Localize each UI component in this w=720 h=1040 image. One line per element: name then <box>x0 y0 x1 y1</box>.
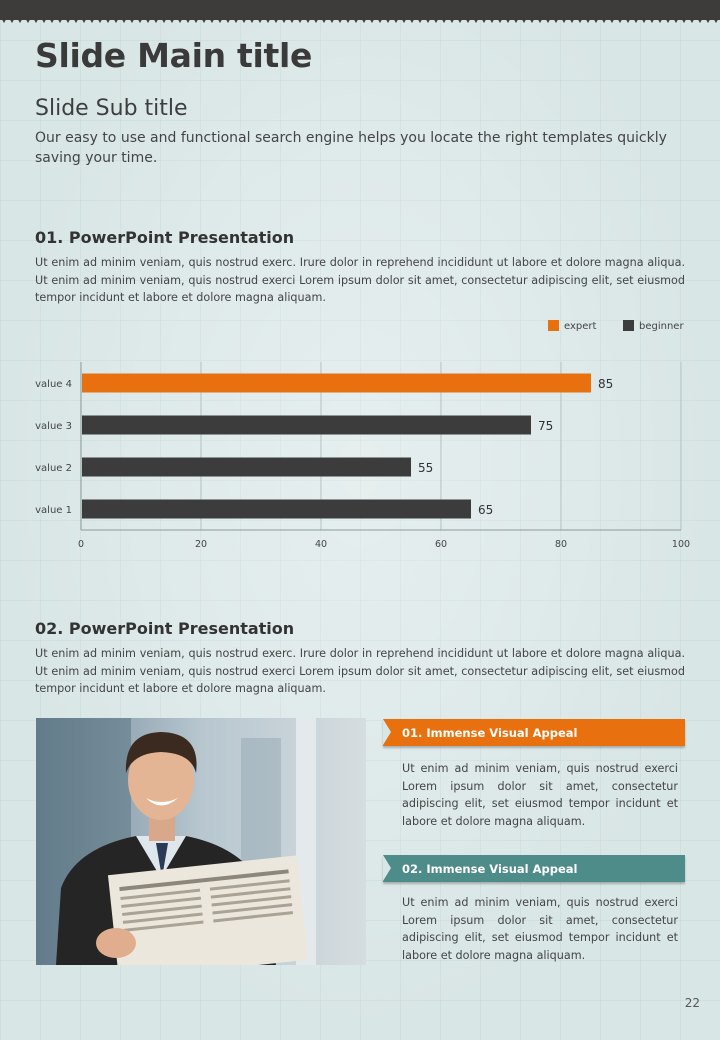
page-title: Slide Main title <box>35 36 313 75</box>
banner-notch <box>383 855 391 881</box>
section-2-body: Ut enim ad minim veniam, quis nostrud ex… <box>35 647 685 695</box>
feature-text-1: Ut enim ad minim veniam, quis nostrud ex… <box>402 762 678 828</box>
bar-chart: 0 20 40 60 80 100 65 value 1 55 value 2 75 value 3 8… <box>35 362 690 550</box>
feature-text-2: Ut enim ad minim veniam, quis nostrud ex… <box>402 896 678 962</box>
y-category-label: value 4 <box>35 379 72 390</box>
page-subtitle: Slide Sub title <box>35 96 188 121</box>
bar-value-4 <box>82 373 591 393</box>
bar-data-label: 75 <box>538 419 553 433</box>
man-reading-newspaper-photo <box>36 718 366 965</box>
intro-text: Our easy to use and functional search en… <box>35 130 667 166</box>
legend-item-expert: expert <box>548 320 596 332</box>
legend-swatch-expert <box>548 320 559 331</box>
y-category-label: value 3 <box>35 421 72 432</box>
x-tick-label: 100 <box>672 539 690 550</box>
bar-value-3 <box>82 415 531 435</box>
x-tick-label: 20 <box>195 539 207 550</box>
top-zigzag-edge <box>0 16 720 23</box>
page-number: 22 <box>684 996 700 1010</box>
section-1-heading: 01. PowerPoint Presentation <box>35 228 295 247</box>
y-category-label: value 2 <box>35 463 72 474</box>
legend-item-beginner: beginner <box>623 320 684 332</box>
bar-value-2 <box>82 457 411 477</box>
bar-data-label: 85 <box>598 377 613 391</box>
legend-label-beginner: beginner <box>639 321 684 332</box>
x-tick-label: 0 <box>78 539 84 550</box>
feature-title-1: 01. Immense Visual Appeal <box>402 726 578 740</box>
section-2-heading: 02. PowerPoint Presentation <box>35 619 295 638</box>
feature-banner-2: 02. Immense Visual Appeal <box>383 855 685 882</box>
bar-data-label: 55 <box>418 461 433 475</box>
bar-value-1 <box>82 499 471 519</box>
section-1-body: Ut enim ad minim veniam, quis nostrud ex… <box>35 256 685 304</box>
legend-swatch-beginner <box>623 320 634 331</box>
top-band <box>0 0 720 20</box>
x-tick-label: 60 <box>435 539 447 550</box>
x-tick-label: 80 <box>555 539 567 550</box>
x-tick-label: 40 <box>315 539 327 550</box>
y-category-label: value 1 <box>35 505 72 516</box>
feature-title-2: 02. Immense Visual Appeal <box>402 862 578 876</box>
banner-notch <box>383 719 391 745</box>
bar-data-label: 65 <box>478 503 493 517</box>
legend-label-expert: expert <box>564 321 597 332</box>
feature-banner-1: 01. Immense Visual Appeal <box>383 719 685 746</box>
